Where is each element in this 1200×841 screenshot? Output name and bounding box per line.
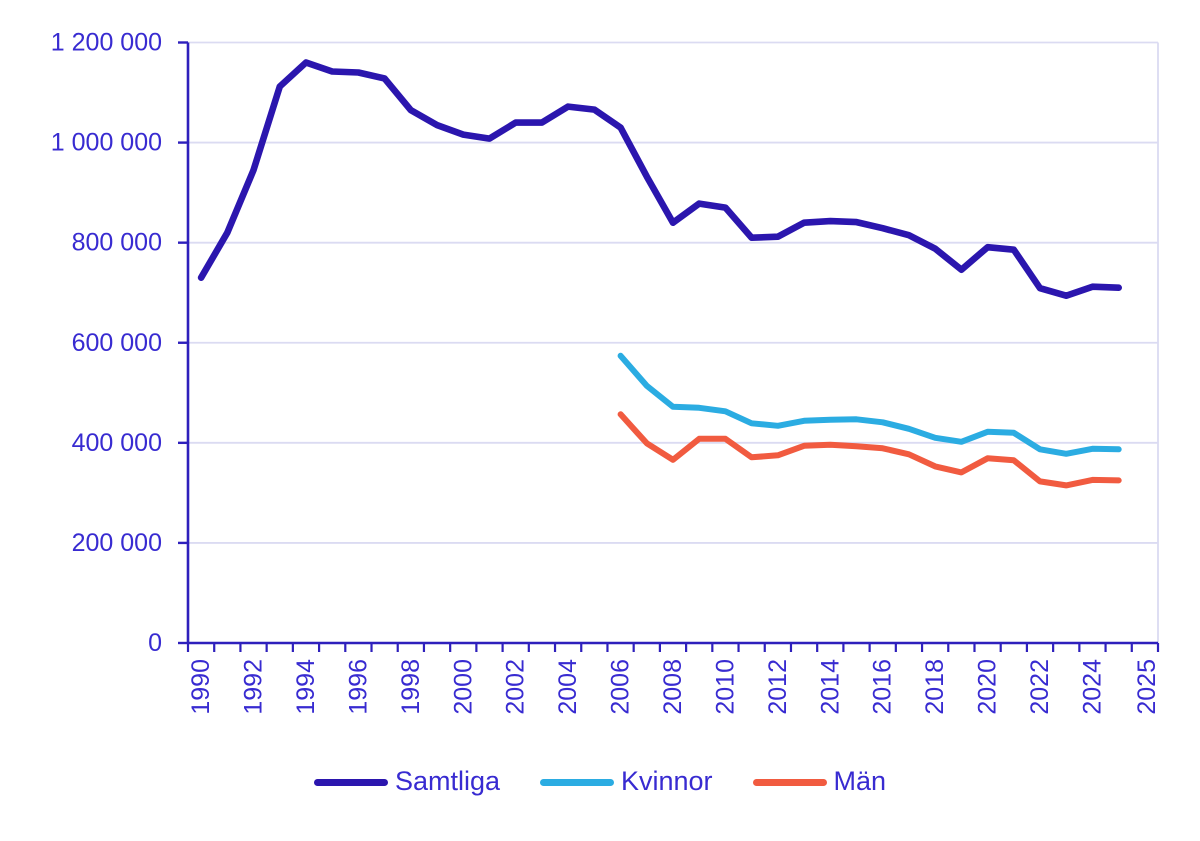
legend-label-kvinnor: Kvinnor <box>620 766 713 796</box>
y-tick-label: 1 200 000 <box>51 29 162 57</box>
x-tick-label: 2020 <box>974 659 1002 715</box>
x-tick-label: 2004 <box>554 659 582 715</box>
y-tick-label: 800 000 <box>72 229 162 257</box>
x-axis-labels: 1990 1992 1994 1996 1998 2000 2002 2004 2006 2008… <box>187 659 1161 715</box>
x-tick-label: 2024 <box>1078 659 1106 715</box>
y-axis-labels: 0 200 000 400 000 600 000 800 000 1 000 000 1 … <box>51 29 162 658</box>
x-tick-label: 2000 <box>449 659 477 715</box>
y-tick-label: 1 000 000 <box>51 129 162 157</box>
x-tick-label: 1994 <box>292 659 320 715</box>
legend-item-kvinnor: Kvinnor <box>539 766 713 797</box>
series-line-kvinnor <box>617 352 1122 457</box>
x-tick-label: 2008 <box>659 659 687 715</box>
x-tick-label: 1998 <box>397 659 425 715</box>
legend-item-man: Män <box>752 766 887 797</box>
series-line-samtliga <box>197 59 1122 299</box>
man-line-swatch <box>752 779 827 786</box>
x-tick-label: 1992 <box>240 659 268 715</box>
legend-label-samtliga: Samtliga <box>394 766 500 796</box>
x-tick-label: 2012 <box>764 659 792 715</box>
y-tick-label: 0 <box>148 629 162 657</box>
x-axis-ticks <box>186 643 1160 652</box>
kvinnor-line-swatch <box>539 779 614 786</box>
y-tick-label: 400 000 <box>72 429 162 457</box>
x-tick-label: 2025 <box>1133 659 1161 715</box>
x-tick-label: 2016 <box>869 659 897 715</box>
x-tick-label: 2014 <box>816 659 844 715</box>
y-axis-ticks <box>178 41 188 645</box>
y-tick-label: 200 000 <box>72 529 162 557</box>
gridlines <box>188 41 1159 643</box>
x-tick-label: 2006 <box>607 659 635 715</box>
x-tick-label: 2022 <box>1026 659 1054 715</box>
x-tick-label: 1996 <box>344 659 372 715</box>
y-tick-label: 600 000 <box>72 329 162 357</box>
samtliga-line-swatch <box>313 779 388 786</box>
legend-label-man: Män <box>833 766 887 796</box>
x-tick-label: 2002 <box>502 659 530 715</box>
x-tick-label: 2018 <box>921 659 949 715</box>
x-tick-label: 2010 <box>711 659 739 715</box>
legend: Samtliga Kvinnor Män <box>0 768 1200 797</box>
x-tick-label: 1990 <box>187 659 215 715</box>
series-line-man <box>617 411 1122 489</box>
legend-item-samtliga: Samtliga <box>313 766 500 797</box>
